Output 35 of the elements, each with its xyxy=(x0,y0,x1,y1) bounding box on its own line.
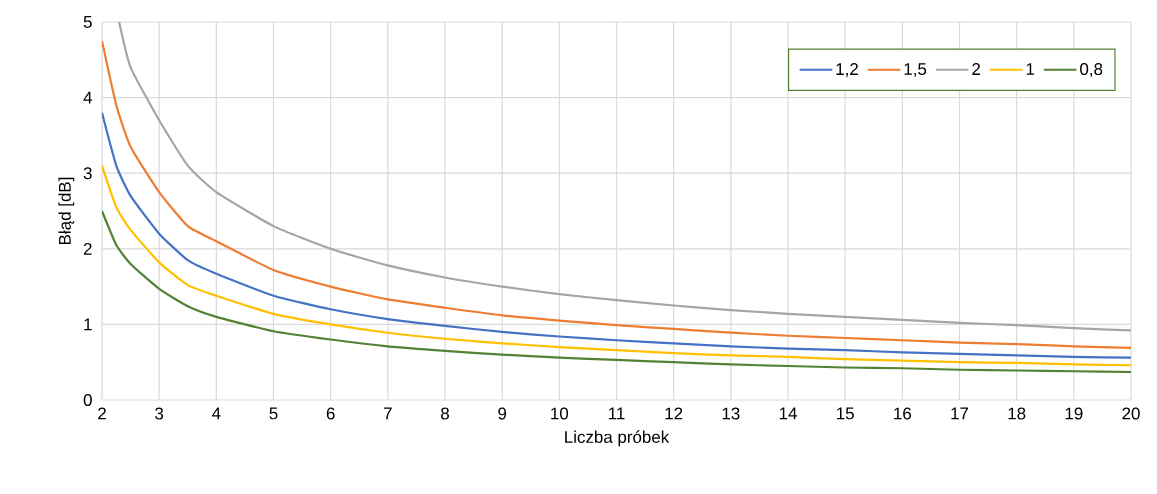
y-tick-label: 2 xyxy=(83,242,92,255)
y-tick-label: 1 xyxy=(84,318,92,331)
x-tick-label: 14 xyxy=(779,407,797,420)
x-tick-label: 5 xyxy=(269,407,278,420)
x-tick-label: 20 xyxy=(1122,407,1140,420)
x-tick-label: 9 xyxy=(498,407,507,420)
y-tick-label: 3 xyxy=(83,167,92,180)
y-axis-title: Błąd [dB] xyxy=(58,177,75,244)
y-tick-label: 0 xyxy=(83,394,92,406)
x-tick-label: 7 xyxy=(384,407,392,420)
x-tick-label: 3 xyxy=(155,407,164,420)
legend-label: 1,5 xyxy=(904,63,927,77)
legend-label: 0,8 xyxy=(1080,63,1103,78)
x-tick-label: 10 xyxy=(551,407,569,420)
line-series xyxy=(102,111,1132,359)
legend-label: 1 xyxy=(1026,63,1035,75)
x-tick-label: 17 xyxy=(951,407,969,420)
legend-label: 2 xyxy=(972,63,981,75)
x-tick-label: 2 xyxy=(98,407,106,420)
y-tick-label: 4 xyxy=(83,91,92,104)
x-tick-label: 8 xyxy=(441,407,449,420)
line-series xyxy=(102,209,1132,374)
x-axis-title: Liczba próbek xyxy=(565,430,670,447)
x-tick-label: 15 xyxy=(837,407,854,420)
x-tick-label: 6 xyxy=(326,407,335,420)
x-tick-label: 13 xyxy=(722,407,740,420)
legend-label: 1,2 xyxy=(836,63,858,78)
x-tick-label: 18 xyxy=(1008,407,1026,420)
x-tick-label: 11 xyxy=(609,407,625,420)
x-tick-label: 19 xyxy=(1065,407,1083,420)
line-series xyxy=(102,164,1132,367)
x-tick-label: 4 xyxy=(212,407,221,420)
y-tick-label: 5 xyxy=(83,16,92,28)
x-tick-label: 16 xyxy=(894,407,912,420)
x-tick-label: 12 xyxy=(665,407,683,420)
